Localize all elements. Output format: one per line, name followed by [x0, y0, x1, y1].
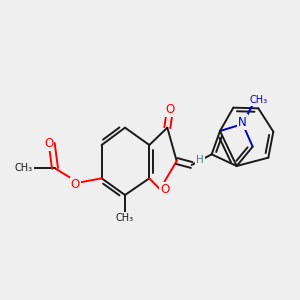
Text: O: O [165, 103, 175, 116]
Text: O: O [44, 137, 53, 150]
Text: O: O [71, 178, 80, 191]
Text: CH₃: CH₃ [15, 163, 33, 173]
Text: N: N [238, 116, 247, 128]
Text: O: O [160, 183, 169, 196]
Text: CH₃: CH₃ [249, 95, 267, 105]
Text: H: H [196, 155, 203, 165]
Text: CH₃: CH₃ [116, 213, 134, 223]
